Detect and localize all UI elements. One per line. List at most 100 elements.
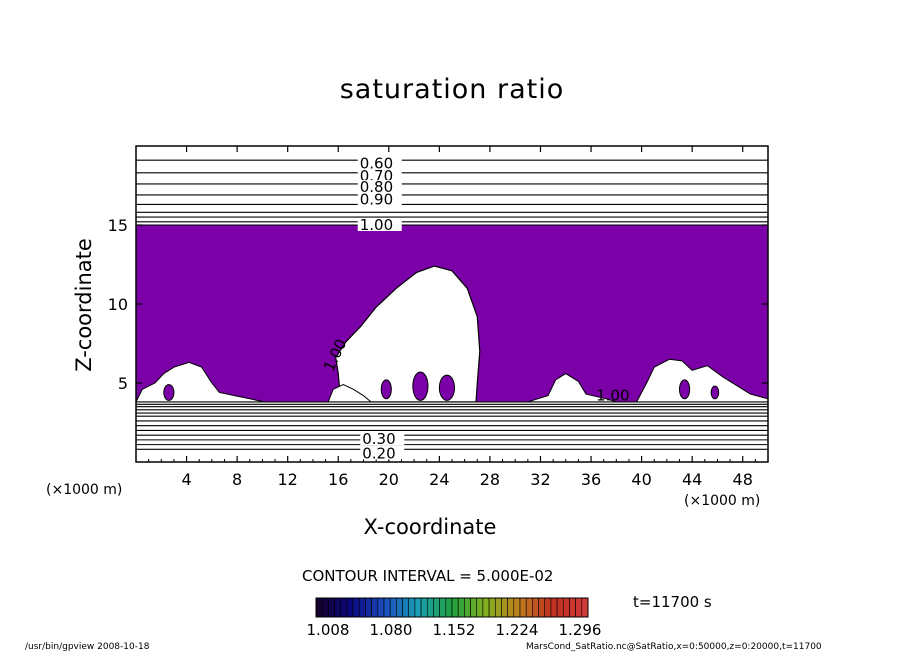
contour-lines — [136, 159, 768, 450]
contour-label-bg — [357, 156, 402, 170]
colorbar-cell — [507, 597, 515, 618]
colorbar-cell — [346, 597, 354, 618]
colorbar-cell — [371, 597, 379, 618]
x-tick-label: 12 — [278, 470, 298, 489]
colorbar-cell — [433, 597, 440, 618]
saturated-region — [136, 225, 768, 403]
colorbar-cell — [519, 597, 527, 618]
colorbar-cell — [358, 597, 366, 618]
x-unit-right: (×1000 m) — [684, 493, 761, 509]
y-tick-label: 10 — [108, 295, 128, 314]
contour-label: 0.60 — [360, 154, 393, 172]
contour-label: 0.80 — [360, 178, 393, 196]
x-tick-label: 24 — [429, 470, 449, 489]
colorbar-cell — [352, 597, 360, 618]
colorbar-cell — [556, 597, 564, 618]
colorbar-cell — [414, 597, 422, 618]
x-tick-label: 44 — [682, 470, 702, 489]
colorbar-cell — [383, 597, 391, 618]
colorbar-cell — [457, 597, 465, 618]
contour-label: 0.30 — [362, 430, 395, 448]
x-tick-label: 16 — [328, 470, 348, 489]
contour-label: 0.90 — [360, 191, 393, 209]
colorbar-cell — [488, 597, 496, 618]
colorbar-tick-label: 1.008 — [307, 621, 350, 639]
colorbar-cell — [538, 597, 546, 618]
y-tick-label: 15 — [108, 216, 128, 235]
contour-label-bg — [357, 218, 402, 231]
x-tick-label: 20 — [379, 470, 399, 489]
colorbar-cell — [365, 597, 372, 618]
colorbar-cell — [377, 597, 385, 618]
colorbar-frame — [315, 597, 589, 618]
y-axis-label: Z-coordinate — [72, 238, 96, 372]
contour-label-bg — [357, 192, 402, 206]
x-tick-label: 4 — [181, 470, 191, 489]
contour-label-bg — [360, 432, 405, 446]
colorbar-cell — [575, 597, 583, 618]
contour-label-bg — [357, 169, 402, 183]
cloud-region — [635, 358, 768, 403]
colorbar-cell — [445, 597, 453, 618]
colorbar-tick-label: 1.296 — [559, 621, 602, 639]
x-tick-label: 28 — [480, 470, 500, 489]
contour-label-bg — [360, 446, 405, 460]
colorbar-cell — [476, 597, 484, 618]
colorbar-cell — [550, 597, 558, 618]
saturated-pocket — [679, 379, 691, 400]
chart-title: saturation ratio — [339, 74, 565, 105]
colorbar-cell — [321, 597, 329, 618]
x-tick-label: 48 — [733, 470, 753, 489]
time-label: t=11700 s — [633, 593, 712, 611]
colorbar-cell — [581, 597, 589, 618]
colorbar-cell — [501, 597, 508, 618]
y-tick-label: 5 — [118, 374, 128, 393]
colorbar-cell — [402, 597, 410, 618]
footer-data-source: MarsCond_SatRatio.nc@SatRatio,x=0:50000,… — [526, 642, 822, 652]
colorbar-tick-label: 1.080 — [370, 621, 413, 639]
colorbar-cell — [340, 597, 348, 618]
colorbar-cell — [426, 597, 434, 618]
saturated-pocket — [710, 385, 720, 400]
saturated-pocket — [380, 379, 392, 400]
colorbar-cell — [420, 597, 428, 618]
colorbar-cell — [451, 597, 459, 618]
cloud-region — [527, 372, 617, 403]
contour-label: 1.00 — [360, 216, 393, 234]
colorbar-cell — [315, 597, 323, 618]
contour-interval-label: CONTOUR INTERVAL = 5.000E-02 — [302, 567, 554, 585]
colorbar-cell — [328, 597, 335, 618]
colorbar-tick-label: 1.224 — [496, 621, 539, 639]
colorbar-cell — [482, 597, 490, 618]
saturated-pocket — [163, 384, 175, 401]
colorbar-cell — [569, 597, 576, 618]
colorbar-cell — [532, 597, 539, 618]
colorbar-cell — [494, 597, 502, 618]
colorbar-cell — [396, 597, 403, 618]
contour-label: 1.00 — [596, 387, 629, 405]
x-unit-left: (×1000 m) — [46, 482, 123, 498]
contour-labels: 0.600.700.800.901.000.200.301.001.00 — [320, 154, 630, 462]
colorbar-cell — [408, 597, 416, 618]
colorbar-cell — [334, 597, 342, 618]
colorbar-cell — [544, 597, 552, 618]
colorbar-cell — [389, 597, 397, 618]
colorbar-cell — [464, 597, 471, 618]
footer-program-date: /usr/bin/gpview 2008-10-18 — [25, 642, 150, 652]
x-tick-label: 8 — [232, 470, 242, 489]
cloud-region — [335, 265, 481, 403]
contour-label: 0.20 — [362, 444, 395, 462]
colorbar-tick-label: 1.152 — [433, 621, 476, 639]
x-tick-label: 40 — [631, 470, 651, 489]
contour-label-bg — [357, 180, 402, 194]
colorbar-cell — [439, 597, 447, 618]
colorbar-cell — [513, 597, 521, 618]
x-tick-label: 32 — [530, 470, 550, 489]
saturated-pocket — [438, 374, 456, 401]
colorbar-cell — [470, 597, 478, 618]
x-tick-label: 36 — [581, 470, 601, 489]
saturated-pocket — [412, 371, 429, 401]
colorbar: 1.008 1.080 1.152 1.224 1.296 — [307, 597, 602, 639]
